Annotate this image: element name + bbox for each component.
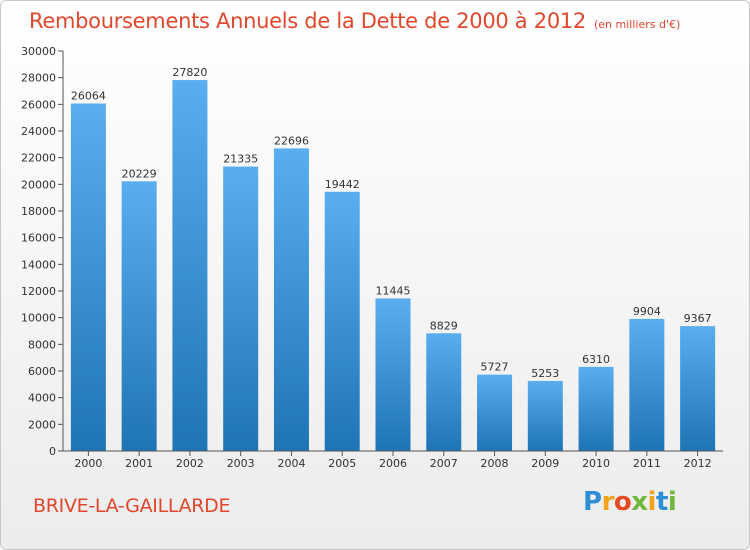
bar-value-label: 11445 xyxy=(376,284,411,297)
bar-value-label: 9367 xyxy=(684,312,712,325)
x-tick-label: 2005 xyxy=(328,457,356,470)
bar-value-label: 9904 xyxy=(633,305,661,318)
proxiti-logo: Proxiti xyxy=(583,487,677,517)
y-tick-label: 22000 xyxy=(21,152,56,165)
bar-value-label: 5253 xyxy=(531,367,559,380)
bar xyxy=(121,181,157,451)
bar xyxy=(223,166,259,452)
chart-title: Remboursements Annuels de la Dette de 20… xyxy=(29,9,680,33)
x-tick-label: 2010 xyxy=(582,457,610,470)
x-tick-label: 2004 xyxy=(277,457,305,470)
x-tick-label: 2006 xyxy=(379,457,407,470)
logo-letter: t xyxy=(655,487,668,517)
y-tick-label: 14000 xyxy=(21,258,56,271)
x-tick-label: 2003 xyxy=(227,457,255,470)
bar xyxy=(426,333,462,451)
logo-letter: r xyxy=(601,487,615,517)
y-tick-label: 10000 xyxy=(21,312,56,325)
y-tick-label: 30000 xyxy=(21,45,56,58)
chart-subtitle: (en milliers d'€) xyxy=(594,18,681,31)
y-tick-label: 18000 xyxy=(21,205,56,218)
bar xyxy=(477,374,513,451)
logo-letter: o xyxy=(613,487,632,517)
bar-value-label: 20229 xyxy=(122,167,157,180)
y-tick-label: 4000 xyxy=(28,392,56,405)
y-tick-label: 16000 xyxy=(21,232,56,245)
bar xyxy=(273,148,309,452)
x-tick-label: 2001 xyxy=(125,457,153,470)
bar-value-label: 19442 xyxy=(325,178,360,191)
x-tick-label: 2011 xyxy=(633,457,661,470)
x-tick-label: 2002 xyxy=(176,457,204,470)
bar xyxy=(680,326,716,451)
bar xyxy=(629,318,665,451)
y-tick-label: 28000 xyxy=(21,72,56,85)
bar-value-label: 6310 xyxy=(582,353,610,366)
x-tick-label: 2008 xyxy=(481,457,509,470)
y-tick-label: 8000 xyxy=(28,338,56,351)
y-tick-label: 26000 xyxy=(21,98,56,111)
logo-letter: P xyxy=(583,487,602,517)
bars-group: 26064 20229 27820 21335 22696 19442 11445 8829 5… xyxy=(70,66,716,452)
x-axis: 2000 2001 2002 2003 2004 2005 2006 2007 2008 2009… xyxy=(63,450,723,470)
x-tick-label: 2012 xyxy=(684,457,712,470)
city-name: BRIVE-LA-GAILLARDE xyxy=(33,495,231,517)
y-tick-label: 24000 xyxy=(21,125,56,138)
bar xyxy=(375,298,411,451)
bar xyxy=(578,366,614,451)
bar-value-label: 8829 xyxy=(430,319,458,332)
y-tick-label: 6000 xyxy=(28,365,56,378)
y-axis: 0 2000 4000 6000 8000 10000 12000 14000 16000 180… xyxy=(21,45,64,458)
bar-value-label: 22696 xyxy=(274,134,309,147)
bar xyxy=(172,80,208,452)
y-tick-label: 0 xyxy=(49,445,56,458)
bar-value-label: 26064 xyxy=(71,89,106,102)
logo-letter: i xyxy=(667,487,677,517)
logo-letter: i xyxy=(647,487,657,517)
bar-value-label: 5727 xyxy=(481,361,509,374)
x-tick-label: 2009 xyxy=(531,457,559,470)
bar-value-label: 21335 xyxy=(223,153,258,166)
y-tick-label: 12000 xyxy=(21,285,56,298)
bar xyxy=(527,380,563,451)
bar xyxy=(70,103,106,451)
bar xyxy=(324,191,360,452)
bar-value-label: 27820 xyxy=(172,66,207,79)
title-text: Remboursements Annuels de la Dette de 20… xyxy=(29,9,586,33)
x-tick-label: 2007 xyxy=(430,457,458,470)
x-tick-label: 2000 xyxy=(74,457,102,470)
logo-letter: x xyxy=(631,487,648,517)
y-tick-label: 2000 xyxy=(28,418,56,431)
y-tick-label: 20000 xyxy=(21,178,56,191)
